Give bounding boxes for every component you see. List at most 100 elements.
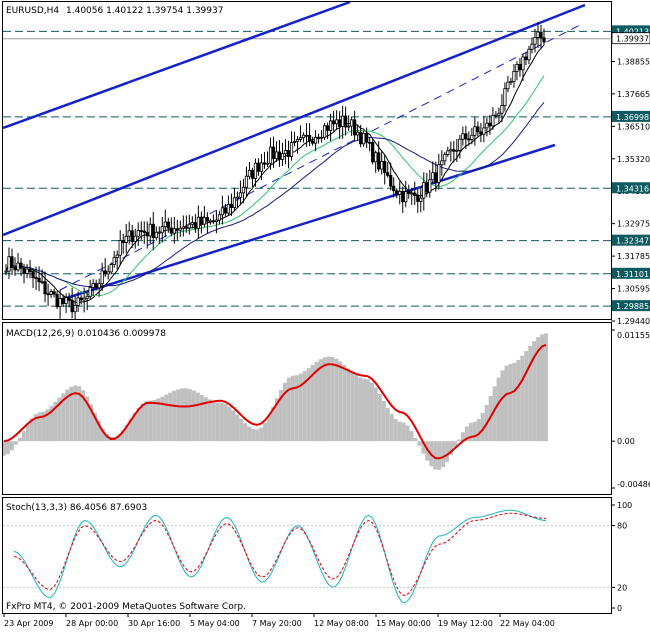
macd-histogram-bar [69, 386, 74, 442]
macd-axis: 0.01155 0.00 -0.00486 [611, 329, 650, 489]
macd-histogram-bar [449, 441, 454, 456]
time-tick-label: 28 Apr 00:00 [66, 619, 118, 628]
candle-body [133, 235, 137, 242]
macd-histogram-bar [160, 396, 165, 442]
candle-body [461, 133, 465, 140]
macd-histogram-bar [520, 355, 525, 442]
candle-body [325, 125, 330, 131]
candle-body [88, 287, 92, 297]
price-tick-label: 1.32975 [617, 220, 650, 229]
level-price-tag [612, 267, 650, 279]
macd-histogram-bar [389, 414, 394, 442]
candle-body [521, 56, 525, 71]
candle-body [310, 140, 315, 144]
candle-body [524, 56, 528, 61]
candle-body [256, 162, 261, 172]
price-tick-label: 1.35320 [617, 155, 650, 164]
level-price-text: 1.40213 [616, 27, 649, 36]
price-tick-label: 1.31785 [617, 252, 650, 261]
candle-body [380, 161, 384, 170]
candle-body [446, 150, 450, 155]
macd-histogram-bar [397, 421, 402, 442]
macd-histogram-bar [191, 390, 196, 442]
stoch-tick-label: 80 [617, 522, 627, 531]
candle-body [217, 214, 221, 221]
macd-histogram-bar [358, 377, 363, 442]
macd-histogram-bar [456, 439, 461, 442]
candle-body [148, 223, 152, 237]
macd-histogram-bar [417, 441, 422, 446]
macd-histogram-bar [500, 370, 505, 442]
candle-body [235, 196, 240, 199]
macd-histogram-bar [21, 430, 26, 442]
candle-body [67, 297, 71, 301]
macd-histogram-bar [373, 387, 378, 442]
macd-histogram-bar [263, 422, 268, 442]
candle-body [452, 149, 456, 152]
candle-body [76, 297, 80, 306]
macd-histogram-bar [3, 441, 6, 456]
macd-histogram-bar [164, 394, 169, 442]
macd-histogram-bar [195, 392, 200, 442]
stoch-panel [2, 497, 612, 614]
level-price-tag [612, 110, 650, 122]
candle-body [353, 119, 357, 136]
candle-body [479, 131, 483, 135]
macd-histogram-bar [124, 424, 129, 442]
macd-histogram-bar [77, 386, 82, 442]
candle-body [115, 254, 119, 259]
macd-histogram-bar [219, 402, 224, 442]
ohlc-values: 1.40056 1.40122 1.39754 1.39937 [66, 6, 223, 16]
candle-body [34, 277, 38, 280]
macd-histogram-bar [5, 441, 10, 455]
candle-body [19, 262, 23, 269]
candle-body [407, 191, 411, 194]
level-price-text: 1.29885 [616, 302, 649, 311]
macd-histogram-bar [93, 412, 97, 442]
macd-histogram-bar [100, 428, 105, 442]
level-price-tag [612, 234, 650, 246]
candle-body [455, 149, 459, 152]
level-price-tag [612, 300, 650, 312]
candle-body [25, 268, 29, 274]
macd-histogram-bar [104, 434, 109, 442]
macd-histogram-bar [405, 425, 410, 442]
price-tick-label: 1.38855 [617, 57, 650, 66]
macd-histogram-bar [437, 441, 442, 470]
candle-body [410, 192, 414, 195]
candle-body [398, 190, 402, 195]
macd-histogram-bar [184, 388, 188, 442]
candle-body [304, 134, 309, 137]
candle-body [28, 268, 32, 272]
candle-body [250, 170, 255, 179]
macd-histogram-bar [211, 401, 216, 442]
candle-body [169, 227, 173, 234]
candle-body [268, 146, 273, 164]
candle-body [121, 240, 125, 243]
macd-histogram-bar [330, 356, 335, 442]
candle-body [512, 70, 516, 83]
macd-plot [3, 333, 548, 470]
macd-signal-line [3, 343, 547, 460]
candle-body [208, 220, 212, 223]
current-price-tag [611, 32, 650, 45]
macd-histogram-bar [96, 421, 101, 442]
candle-body [530, 43, 534, 50]
candle-body [473, 126, 477, 136]
candle-body [79, 297, 83, 301]
candle-body [347, 125, 351, 128]
candle-body [476, 126, 480, 133]
candle-body [500, 105, 504, 114]
macd-histogram-bar [496, 377, 501, 442]
macd-histogram-bar [393, 418, 398, 442]
candle-body [416, 195, 420, 202]
macd-histogram-bar [441, 441, 446, 468]
macd-histogram-bar [243, 423, 248, 442]
candle-body [64, 297, 68, 305]
candle-body [193, 222, 197, 229]
candle-body [106, 271, 110, 275]
time-tick-label: 23 Apr 2009 [4, 619, 53, 628]
candle-body [307, 135, 312, 142]
candle-body [82, 297, 86, 301]
candle-body [85, 295, 89, 299]
